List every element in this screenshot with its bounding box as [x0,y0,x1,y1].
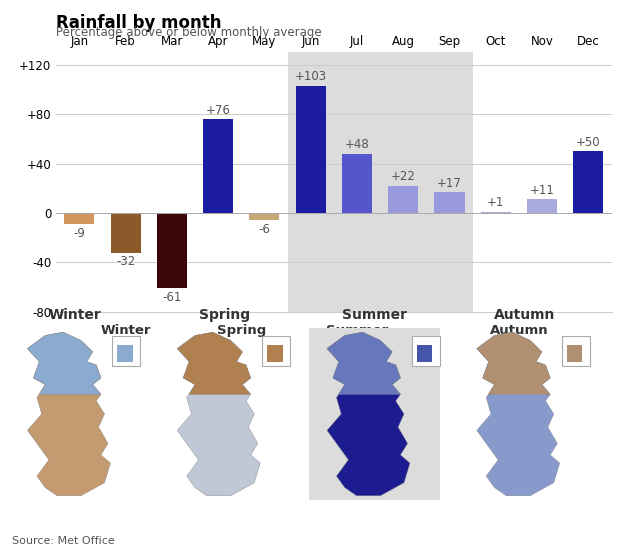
Bar [527,199,557,213]
Bar [296,86,326,213]
Text: Spring: Spring [199,307,250,322]
Bar [250,213,280,220]
Bar [567,345,582,362]
Bar [288,52,473,312]
Text: Autumn: Autumn [490,324,548,337]
Polygon shape [477,332,560,496]
Text: -61: -61 [162,291,182,304]
Bar [262,336,290,366]
Text: -32: -32 [116,255,135,268]
Polygon shape [177,332,251,394]
Text: +48: +48 [344,138,369,151]
Bar [434,192,465,213]
Polygon shape [27,332,101,394]
Text: +76: +76 [206,104,231,116]
Text: Spring: Spring [217,324,266,337]
Bar [342,154,372,213]
Text: Winter: Winter [49,307,101,322]
Text: Autumn: Autumn [494,307,555,322]
Bar [117,345,133,362]
Text: +17: +17 [437,177,462,189]
Bar [110,213,140,253]
Text: +11: +11 [530,184,555,197]
Bar [203,119,233,213]
Bar [412,336,440,366]
Polygon shape [177,332,260,496]
Text: -6: -6 [258,223,270,236]
Bar [112,336,140,366]
Polygon shape [327,332,410,496]
Text: +22: +22 [391,171,416,183]
Bar [157,213,187,288]
Text: Summer: Summer [342,307,407,322]
Text: Source: Met Office: Source: Met Office [12,537,115,546]
Text: -9: -9 [74,227,85,240]
Bar [267,345,283,362]
Polygon shape [477,332,550,394]
Polygon shape [27,332,110,496]
Bar [64,213,94,224]
Bar [417,345,432,362]
Text: +1: +1 [487,197,505,209]
Polygon shape [327,332,401,394]
Bar [480,212,511,213]
Bar [562,336,590,366]
Text: Percentage above or below monthly average: Percentage above or below monthly averag… [56,26,322,40]
Bar [309,328,440,500]
Text: Winter: Winter [100,324,151,337]
Text: Summer: Summer [326,324,388,337]
Bar [573,151,603,213]
Text: +50: +50 [576,136,601,149]
Bar [388,186,418,213]
Text: +103: +103 [295,70,327,83]
Text: Rainfall by month: Rainfall by month [56,14,222,32]
